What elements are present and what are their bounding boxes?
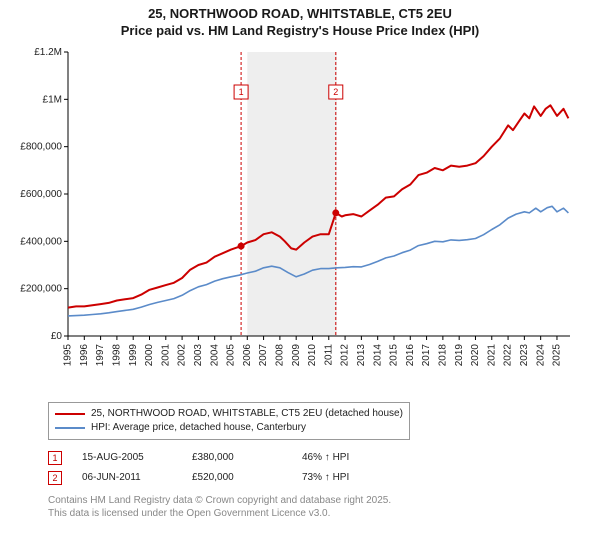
x-tick-label: 2001 [160, 343, 171, 366]
shaded-band [247, 52, 337, 336]
x-tick-label: 2018 [438, 343, 449, 366]
y-tick-label: £1.2M [34, 47, 62, 58]
x-tick-label: 2012 [340, 343, 351, 366]
sale-vline-badge-num: 2 [333, 87, 338, 97]
x-tick-label: 2010 [307, 343, 318, 366]
legend-swatch [55, 413, 85, 415]
x-tick-label: 2020 [470, 343, 481, 366]
y-tick-label: £1M [43, 94, 62, 105]
x-tick-label: 2023 [519, 343, 530, 366]
x-tick-label: 2011 [323, 343, 334, 365]
x-tick-label: 2000 [144, 343, 155, 366]
x-tick-label: 2014 [372, 343, 383, 366]
sale-row-hpi: 46% ↑ HPI [302, 452, 412, 463]
sale-row-price: £520,000 [192, 472, 302, 483]
y-tick-label: £0 [51, 331, 63, 342]
x-tick-label: 2017 [421, 343, 432, 366]
sale-row-badge: 1 [48, 451, 62, 465]
chart-title-block: 25, NORTHWOOD ROAD, WHITSTABLE, CT5 2EU … [0, 0, 600, 42]
title-line-2: Price paid vs. HM Land Registry's House … [0, 23, 600, 40]
x-tick-label: 2015 [389, 343, 400, 366]
sale-vline-badge-num: 1 [239, 87, 244, 97]
legend-swatch [55, 427, 85, 429]
x-tick-label: 2008 [275, 343, 286, 366]
x-tick-label: 2006 [242, 343, 253, 366]
x-tick-label: 1996 [79, 343, 90, 366]
sale-row-hpi: 73% ↑ HPI [302, 472, 412, 483]
x-tick-label: 2021 [486, 343, 497, 366]
x-tick-label: 1995 [63, 343, 74, 366]
x-tick-label: 1998 [112, 343, 123, 366]
sale-marker-table: 1 15-AUG-2005£380,00046% ↑ HPI 2 06-JUN-201… [48, 448, 600, 488]
y-tick-label: £600,000 [20, 189, 62, 200]
y-tick-label: £200,000 [20, 283, 62, 294]
x-tick-label: 2019 [454, 343, 465, 366]
sale-row-price: £380,000 [192, 452, 302, 463]
legend-label: 25, NORTHWOOD ROAD, WHITSTABLE, CT5 2EU … [91, 408, 403, 419]
legend-row: 25, NORTHWOOD ROAD, WHITSTABLE, CT5 2EU … [55, 407, 403, 421]
footer-credits: Contains HM Land Registry data © Crown c… [48, 494, 600, 520]
x-tick-label: 2025 [552, 343, 563, 366]
x-tick-label: 1999 [128, 343, 139, 366]
sale-marker-dot [332, 209, 339, 216]
x-tick-label: 2003 [193, 343, 204, 366]
sale-row-date: 06-JUN-2011 [82, 472, 192, 483]
x-tick-label: 2013 [356, 343, 367, 366]
x-tick-label: 2009 [291, 343, 302, 366]
title-line-1: 25, NORTHWOOD ROAD, WHITSTABLE, CT5 2EU [0, 6, 600, 23]
price-chart-svg: £0 £200,000 £400,000 £600,000 £800,000 £1M £1.… [20, 46, 580, 396]
y-tick-label: £800,000 [20, 141, 62, 152]
x-tick-label: 2007 [258, 343, 269, 366]
x-tick-label: 2022 [503, 343, 514, 366]
legend-label: HPI: Average price, detached house, Cant… [91, 422, 306, 433]
x-tick-label: 2005 [226, 343, 237, 366]
x-tick-label: 2002 [177, 343, 188, 366]
chart-area: £0 £200,000 £400,000 £600,000 £800,000 £1M £1.… [20, 46, 580, 396]
sale-row-date: 15-AUG-2005 [82, 452, 192, 463]
x-tick-label: 2004 [209, 343, 220, 366]
sale-row: 2 06-JUN-2011£520,00073% ↑ HPI [48, 468, 600, 488]
sale-marker-dot [238, 242, 245, 249]
footer-line-1: Contains HM Land Registry data © Crown c… [48, 494, 600, 507]
y-tick-label: £400,000 [20, 236, 62, 247]
sale-row-badge: 2 [48, 471, 62, 485]
legend-box: 25, NORTHWOOD ROAD, WHITSTABLE, CT5 2EU … [48, 402, 410, 440]
sale-row: 1 15-AUG-2005£380,00046% ↑ HPI [48, 448, 600, 468]
footer-line-2: This data is licensed under the Open Gov… [48, 507, 600, 520]
x-tick-label: 1997 [95, 343, 106, 366]
legend-row: HPI: Average price, detached house, Cant… [55, 421, 403, 435]
x-tick-label: 2024 [535, 343, 546, 366]
x-tick-label: 2016 [405, 343, 416, 366]
